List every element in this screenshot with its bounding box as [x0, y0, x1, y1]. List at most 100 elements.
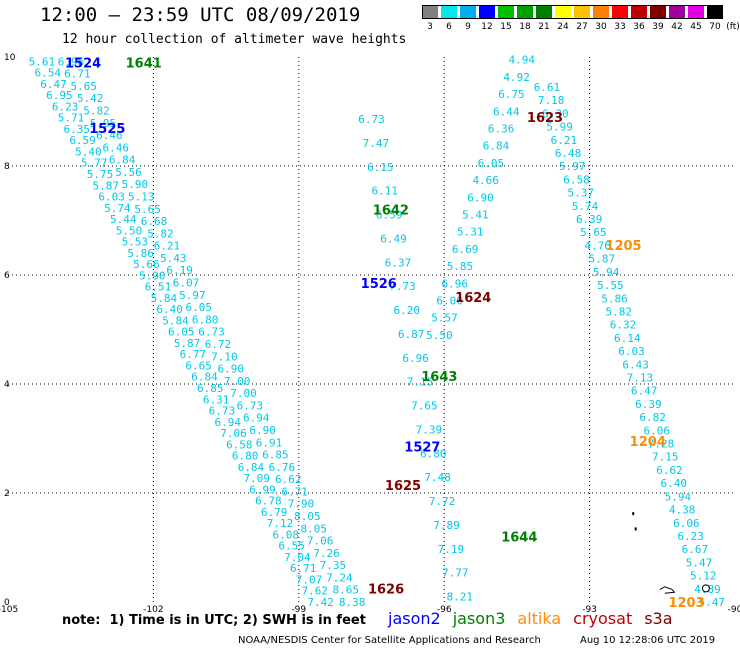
wave-height-value: 6.62 — [656, 464, 683, 477]
wave-height-value: 6.15 — [367, 161, 394, 174]
color-scale-swatch — [650, 5, 666, 19]
wave-height-value: 5.50 — [426, 329, 453, 342]
wave-height-value: 7.13 — [627, 372, 654, 385]
color-scale-frame — [422, 5, 723, 19]
wave-height-value: 8.05 — [301, 522, 328, 535]
satellite-legend: jason2 jason3 altika cryosat s3a — [388, 609, 685, 628]
wave-height-value: 5.41 — [462, 209, 489, 222]
pass-label: 1205 — [605, 239, 641, 254]
wave-height-value: 6.95 — [46, 89, 73, 102]
legend-cryosat: cryosat — [573, 609, 633, 628]
wave-height-value: 6.73 — [358, 113, 385, 126]
y-tick-label: 10 — [4, 53, 16, 63]
pass-label: 1624 — [455, 291, 491, 306]
wave-height-value: 5.43 — [160, 252, 187, 265]
wave-height-value: 6.06 — [644, 424, 671, 437]
pass-label: 1203 — [668, 596, 704, 611]
wave-height-value: 5.65 — [580, 226, 607, 239]
wave-height-value: 5.97 — [559, 160, 586, 173]
wave-height-value: 5.95 — [90, 117, 117, 130]
color-scale-swatch — [574, 5, 590, 19]
wave-height-value: 6.84 — [483, 140, 510, 153]
wave-height-value: 6.37 — [385, 256, 412, 269]
wave-height-value: 6.08 — [273, 528, 300, 541]
wave-height-value: 6.91 — [256, 436, 283, 449]
chart-subtitle: 12 hour collection of altimeter wave hei… — [62, 32, 407, 47]
wave-height-value: 5.57 — [431, 312, 458, 325]
wave-height-value: 6.36 — [488, 123, 515, 136]
color-scale-tick: 21 — [538, 22, 550, 32]
wave-height-value: 5.87 — [589, 253, 616, 266]
wave-height-value: 5.99 — [546, 121, 573, 134]
wave-height-value: 6.73 — [198, 326, 225, 339]
color-scale-swatch — [707, 5, 723, 19]
color-scale-tick: 12 — [481, 22, 493, 32]
color-scale-swatch — [669, 5, 685, 19]
wave-height-value: 6.54 — [34, 67, 61, 80]
wave-height-value: 7.19 — [438, 543, 465, 556]
legend-altika: altika — [517, 609, 562, 628]
color-scale-swatch — [593, 5, 609, 19]
wave-height-value: 4.94 — [508, 54, 535, 67]
wave-height-value: 7.42 — [307, 596, 334, 609]
wave-height-value: 5.65 — [71, 80, 98, 93]
pass-label: 1204 — [630, 435, 666, 450]
color-scale-tick: 3 — [427, 22, 433, 32]
wave-height-value: 6.76 — [269, 461, 296, 474]
land-fragment — [632, 512, 635, 516]
color-scale-swatch — [536, 5, 552, 19]
color-scale-swatch — [688, 5, 704, 19]
wave-height-value: 7.06 — [307, 535, 334, 548]
pass-label: 1642 — [373, 204, 409, 219]
wave-height-value: 6.94 — [214, 416, 241, 429]
wave-height-value: 5.61 — [29, 55, 56, 68]
wave-height-value: 6.80 — [420, 447, 447, 460]
wave-height-value: 4.38 — [669, 504, 696, 517]
wave-height-value: 6.67 — [682, 543, 709, 556]
coastline — [659, 586, 676, 594]
wave-height-value: 6.00 — [436, 295, 463, 308]
wave-height-value: 6.71 — [64, 68, 91, 81]
wave-height-value: 5.53 — [122, 236, 149, 249]
wave-height-value: 6.58 — [563, 173, 590, 186]
wave-height-value: 6.46 — [96, 129, 123, 142]
wave-height-value: 5.84 — [162, 314, 189, 327]
wave-height-value: 6.90 — [217, 363, 244, 376]
wave-height-value: 6.40 — [156, 303, 183, 316]
wave-height-value: 7.18 — [538, 94, 565, 107]
wave-height-value: 6.31 — [203, 393, 230, 406]
wave-height-value: 6.49 — [380, 232, 407, 245]
wave-height-value: 5.71 — [58, 112, 85, 125]
y-tick-label: 0 — [4, 598, 10, 608]
wave-height-value: 5.87 — [174, 337, 201, 350]
wave-height-value: 6.87 — [398, 328, 425, 341]
pass-label: 1626 — [368, 582, 404, 597]
wave-height-value: 6.85 — [262, 449, 289, 462]
wave-height-value: 4.76 — [584, 239, 611, 252]
land-fragment — [634, 527, 637, 531]
wave-height-value: 7.24 — [326, 571, 353, 584]
wave-height-value: 5.94 — [593, 266, 620, 279]
color-scale-swatch — [498, 5, 514, 19]
wave-height-value: 6.05 — [478, 157, 505, 170]
wave-height-value: 6.44 — [493, 105, 520, 118]
pass-label: 1526 — [361, 277, 397, 292]
wave-height-value: 6.68 — [141, 215, 168, 228]
color-scale-swatch — [460, 5, 476, 19]
wave-height-value: 6.79 — [261, 506, 288, 519]
x-tick-label: -105 — [0, 605, 18, 615]
wave-height-value: 6.32 — [610, 319, 637, 332]
wave-height-value: 6.73 — [209, 405, 236, 418]
color-scale-tick: 33 — [614, 22, 626, 32]
wave-height-value: 6.40 — [660, 477, 687, 490]
color-scale-swatch — [517, 5, 533, 19]
wave-height-value: 6.07 — [173, 277, 200, 290]
color-scale-tick: 39 — [652, 22, 664, 32]
wave-height-value: 6.46 — [102, 141, 129, 154]
y-tick-label: 6 — [4, 271, 10, 281]
wave-height-value: 5.47 — [686, 556, 713, 569]
x-tick-label: -102 — [143, 605, 163, 615]
x-tick-label: -96 — [437, 605, 452, 615]
color-scale-swatch — [555, 5, 571, 19]
wave-height-value: 5.50 — [116, 224, 143, 237]
